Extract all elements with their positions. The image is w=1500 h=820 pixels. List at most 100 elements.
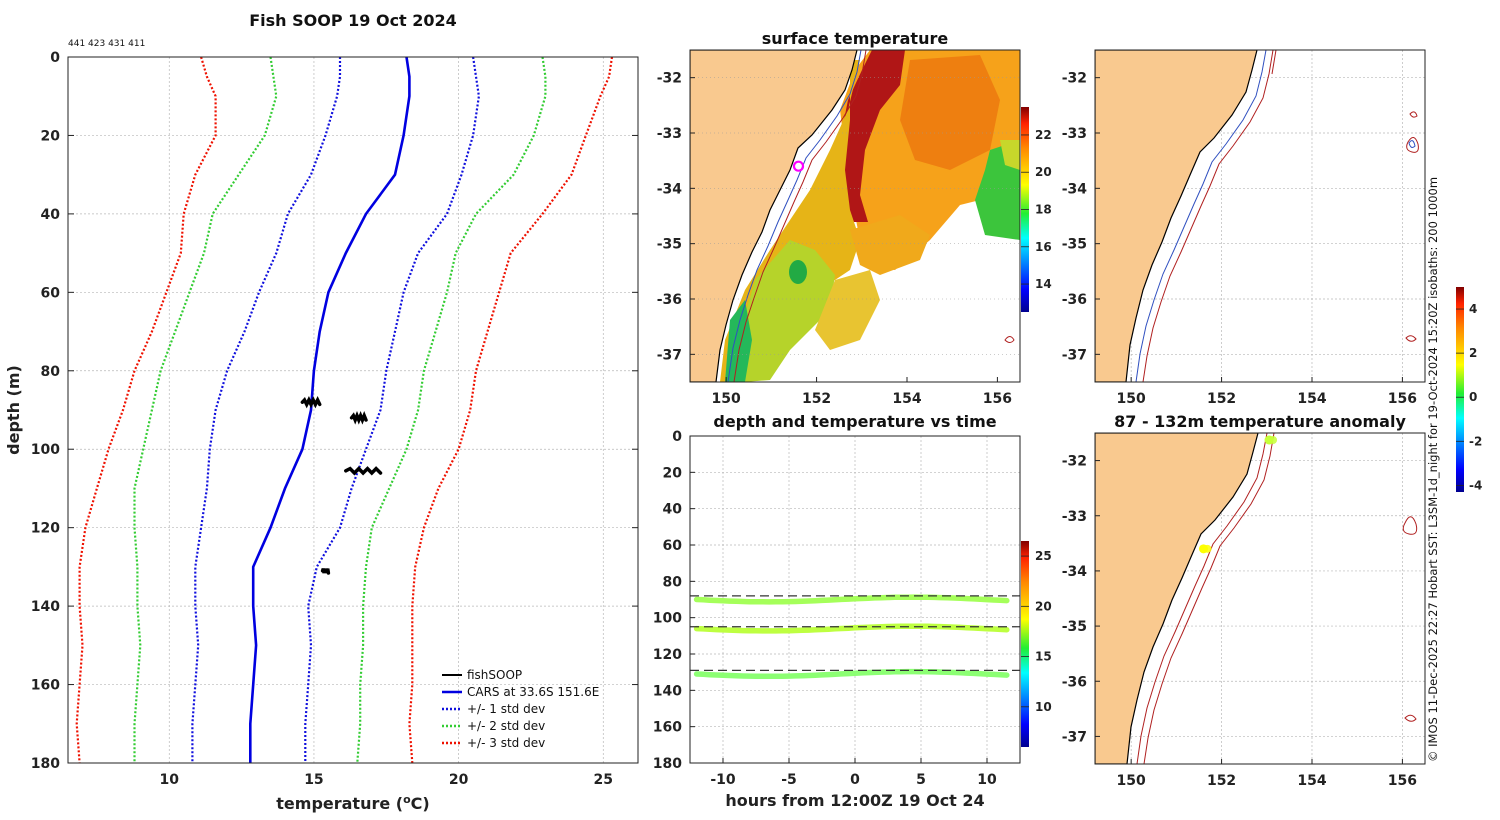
profile-xtick-label: 10 xyxy=(160,772,180,788)
profile-frame xyxy=(67,56,639,764)
ano-frame xyxy=(1094,432,1426,765)
depth-time-xtick-label: 5 xyxy=(916,772,926,788)
profile-line-std2-low xyxy=(133,57,278,763)
sst-ytick-label: -32 xyxy=(657,71,682,87)
profile-grid xyxy=(68,56,638,764)
iso-seamount-north xyxy=(1406,137,1419,153)
depth-time-xtick-label: -5 xyxy=(781,772,797,788)
iso-ytick-label: -34 xyxy=(1062,181,1088,197)
anomaly-point xyxy=(1203,544,1212,553)
profile-xtick-label: 20 xyxy=(449,772,469,788)
depth-time-colorbar-label: 15 xyxy=(1035,650,1052,664)
profile-line-std1-high xyxy=(304,57,481,763)
sst-land xyxy=(690,50,858,382)
station-ids: 441 423 431 411 xyxy=(68,39,145,49)
sst-cold-eddy xyxy=(789,260,807,284)
ano-seamount-north xyxy=(1402,516,1418,535)
sst-colorbar-label: 18 xyxy=(1035,203,1052,217)
sst-xtick-label: 150 xyxy=(712,391,741,407)
depth-time-ytick-label: 120 xyxy=(653,647,682,663)
sst-xtick-label: 152 xyxy=(802,391,831,407)
ano-isobath-1000 xyxy=(1143,433,1275,764)
profile-ytick-label: 20 xyxy=(41,128,61,144)
iso-ytick-label: -35 xyxy=(1062,237,1087,253)
ano-geography xyxy=(1095,433,1418,764)
depth-time-colorbar-label: 10 xyxy=(1035,700,1052,714)
sst-ytick-label: -35 xyxy=(657,237,682,253)
profile-ylabel: depth (m) xyxy=(4,365,23,455)
sst-ytick-label: -34 xyxy=(657,181,683,197)
anomaly-colorbar-label: -2 xyxy=(1469,434,1482,448)
iso-isobath-200 xyxy=(1135,50,1267,382)
iso-land xyxy=(1095,50,1258,382)
ano-ticks: 150 152 154 156 -32 -33 -34 -35 -36 -37 xyxy=(1062,454,1417,789)
ano-ytick-label: -37 xyxy=(1062,729,1087,745)
sst-xtick-label: 156 xyxy=(983,391,1012,407)
depth-time-grid xyxy=(690,435,1020,764)
legend-label-cars: CARS at 33.6S 151.6E xyxy=(467,685,599,699)
depth-time-track xyxy=(693,668,1010,680)
sst-ytick-label: -33 xyxy=(657,126,682,142)
sst-green-band xyxy=(735,240,835,382)
profile-line-std3-high xyxy=(408,57,614,763)
iso-ticks: 150 152 154 156 -32 -33 -34 -35 -36 -37 xyxy=(1062,71,1417,407)
ano-ytick-label: -36 xyxy=(1062,674,1087,690)
depth-time-ytick-label: 100 xyxy=(653,611,682,627)
sst-location-marker xyxy=(792,160,805,172)
anomaly-colorbar-ticks: -4 -2 0 2 4 xyxy=(1456,302,1482,492)
depth-time-ytick-label: 0 xyxy=(672,429,682,445)
anomaly-colorbar-label: -4 xyxy=(1469,478,1482,492)
depth-time-colorbar xyxy=(1021,541,1029,747)
profile-legend: fishSOOP CARS at 33.6S 151.6E +/- 1 std … xyxy=(442,668,599,750)
iso-geography xyxy=(1095,50,1419,382)
side-caption: © IMOS 11-Dec-2025 22:27 Hobart SST: L3S… xyxy=(1426,177,1440,762)
profile-xtick-label: 25 xyxy=(594,772,613,788)
anomaly-title: 87 - 132m temperature anomaly xyxy=(1114,412,1406,431)
depth-time-track xyxy=(693,594,1010,605)
iso-isobath-1000 xyxy=(1142,50,1274,382)
profile-line-cars-mean xyxy=(249,57,411,763)
iso-seamount-top xyxy=(1409,111,1418,118)
sst-isobath-200 xyxy=(727,50,862,382)
sst-field xyxy=(690,50,1020,382)
anomaly-points xyxy=(1198,435,1278,554)
profile-chart: Fish SOOP 19 Oct 2024 441 423 431 411 10… xyxy=(4,11,639,813)
iso-xtick-label: 156 xyxy=(1388,391,1417,407)
iso-xtick-label: 150 xyxy=(1117,391,1146,407)
sst-east-yellow xyxy=(1000,140,1020,170)
ano-ytick-label: -32 xyxy=(1062,454,1087,470)
profile-ytick-label: 120 xyxy=(31,521,60,537)
ano-seamount-south xyxy=(1404,714,1417,722)
sst-offshore-warm xyxy=(850,215,930,275)
iso-frame xyxy=(1094,49,1426,383)
depth-time-track xyxy=(693,623,1010,634)
anomaly-colorbar xyxy=(1456,287,1464,492)
iso-seamount-south xyxy=(1405,335,1417,342)
depth-time-ytick-label: 140 xyxy=(653,683,682,699)
sst-ytick-label: -37 xyxy=(657,347,682,363)
ano-xtick-label: 156 xyxy=(1388,773,1417,789)
ano-isobath-200 xyxy=(1136,433,1268,764)
fishsoop-segment xyxy=(320,568,331,575)
sst-current-core xyxy=(840,50,905,222)
profile-xtick-label: 15 xyxy=(304,772,323,788)
profile-ytick-label: 140 xyxy=(31,599,60,615)
sst-overlay xyxy=(690,77,1020,355)
anomaly-colorbar-label: 4 xyxy=(1469,302,1477,316)
sst-colorbar-label: 16 xyxy=(1035,240,1052,254)
profile-ytick-label: 60 xyxy=(41,285,61,301)
anomaly-colorbar-label: 0 xyxy=(1469,390,1477,404)
sst-map: surface temperature 150 152 154 15 xyxy=(657,29,1052,407)
profile-line-std1-low xyxy=(191,57,342,763)
profile-ytick-label: 160 xyxy=(31,678,60,694)
legend-label-fishsoop: fishSOOP xyxy=(467,668,522,682)
ano-ytick-label: -34 xyxy=(1062,564,1088,580)
depth-time-xtick-label: 0 xyxy=(850,772,860,788)
depth-time-chart: depth and temperature vs time -10 -5 0 5 100… xyxy=(653,412,1052,810)
ano-ytick-label: -33 xyxy=(1062,509,1087,525)
depth-time-ytick-label: 20 xyxy=(663,465,683,481)
depth-time-colorbar-label: 20 xyxy=(1035,599,1052,613)
iso-ytick-label: -32 xyxy=(1062,71,1087,87)
